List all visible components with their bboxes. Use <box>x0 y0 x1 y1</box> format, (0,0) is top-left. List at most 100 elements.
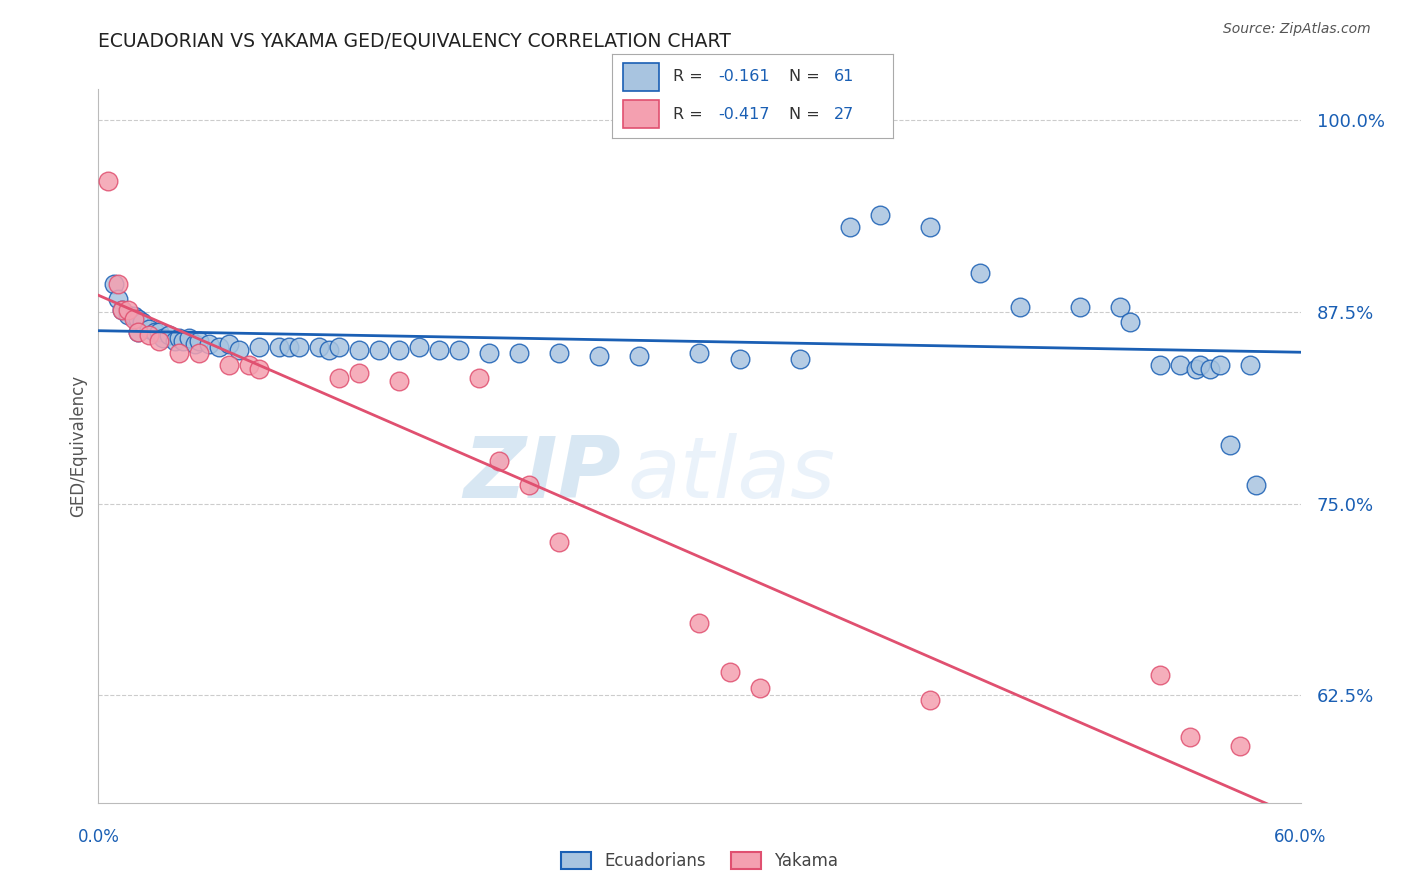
Point <box>117 308 139 322</box>
Point <box>97 174 120 188</box>
Y-axis label: GED/Equivalency: GED/Equivalency <box>69 375 87 517</box>
Text: N =: N = <box>789 70 825 85</box>
Point <box>318 343 340 357</box>
Point <box>628 349 651 363</box>
Point <box>1239 359 1261 373</box>
Legend: Ecuadorians, Yakama: Ecuadorians, Yakama <box>554 845 845 877</box>
Text: 60.0%: 60.0% <box>1274 828 1327 846</box>
Point <box>1185 361 1208 376</box>
Point <box>247 361 270 376</box>
Point <box>128 325 150 339</box>
Point <box>1219 438 1241 452</box>
Point <box>218 337 240 351</box>
Point <box>548 346 571 360</box>
Point <box>1109 300 1132 314</box>
Point <box>148 334 170 348</box>
Text: N =: N = <box>789 107 825 121</box>
Text: R =: R = <box>673 107 709 121</box>
Point <box>177 331 200 345</box>
Text: -0.417: -0.417 <box>718 107 770 121</box>
Point <box>267 340 290 354</box>
Point <box>969 266 991 280</box>
Point <box>208 340 231 354</box>
Point <box>918 220 941 235</box>
Point <box>388 343 411 357</box>
Point <box>1209 359 1232 373</box>
Point <box>288 340 311 354</box>
Point <box>1189 359 1212 373</box>
Point <box>138 321 160 335</box>
Point <box>157 327 180 342</box>
Point <box>143 325 166 339</box>
Point <box>111 303 134 318</box>
Point <box>1119 316 1142 330</box>
Point <box>508 346 530 360</box>
Point <box>107 293 129 307</box>
FancyBboxPatch shape <box>623 62 659 91</box>
Point <box>111 303 134 318</box>
Point <box>1069 300 1091 314</box>
Point <box>1149 668 1171 682</box>
Point <box>1170 359 1192 373</box>
Point <box>347 366 370 380</box>
Point <box>1180 730 1202 744</box>
Point <box>588 349 610 363</box>
Point <box>138 327 160 342</box>
Point <box>789 352 811 367</box>
Point <box>167 346 190 360</box>
Text: ZIP: ZIP <box>464 433 621 516</box>
Point <box>277 340 299 354</box>
Point <box>218 359 240 373</box>
Point <box>1229 739 1251 753</box>
Point <box>107 277 129 291</box>
Point <box>548 535 571 549</box>
Point <box>468 370 491 384</box>
Point <box>517 478 540 492</box>
Point <box>183 337 205 351</box>
Point <box>688 616 710 631</box>
Point <box>347 343 370 357</box>
Point <box>388 374 411 388</box>
Point <box>1149 359 1171 373</box>
Point <box>427 343 450 357</box>
Point <box>408 340 430 354</box>
Point <box>117 303 139 318</box>
Point <box>1246 478 1268 492</box>
Point <box>103 277 125 291</box>
Point <box>128 325 150 339</box>
Point <box>328 370 350 384</box>
Text: -0.161: -0.161 <box>718 70 770 85</box>
Point <box>869 208 891 222</box>
Point <box>838 220 860 235</box>
Point <box>488 453 510 467</box>
Point <box>728 352 751 367</box>
Point <box>238 359 260 373</box>
Point <box>131 316 153 330</box>
Point <box>748 681 770 695</box>
Point <box>187 334 209 348</box>
Point <box>247 340 270 354</box>
Point <box>1199 361 1222 376</box>
Point <box>124 310 146 324</box>
Text: 27: 27 <box>834 107 853 121</box>
Point <box>167 331 190 345</box>
Point <box>328 340 350 354</box>
Point <box>478 346 501 360</box>
Point <box>688 346 710 360</box>
Text: 0.0%: 0.0% <box>77 828 120 846</box>
Point <box>163 334 186 348</box>
Point <box>1010 300 1032 314</box>
Point <box>187 346 209 360</box>
Point <box>308 340 330 354</box>
Point <box>368 343 391 357</box>
Point <box>718 665 741 680</box>
Text: 61: 61 <box>834 70 853 85</box>
FancyBboxPatch shape <box>623 100 659 128</box>
Point <box>124 312 146 326</box>
Point <box>152 331 174 345</box>
Text: Source: ZipAtlas.com: Source: ZipAtlas.com <box>1223 22 1371 37</box>
Point <box>148 325 170 339</box>
Point <box>228 343 250 357</box>
Text: ECUADORIAN VS YAKAMA GED/EQUIVALENCY CORRELATION CHART: ECUADORIAN VS YAKAMA GED/EQUIVALENCY COR… <box>98 31 731 50</box>
Point <box>197 337 219 351</box>
